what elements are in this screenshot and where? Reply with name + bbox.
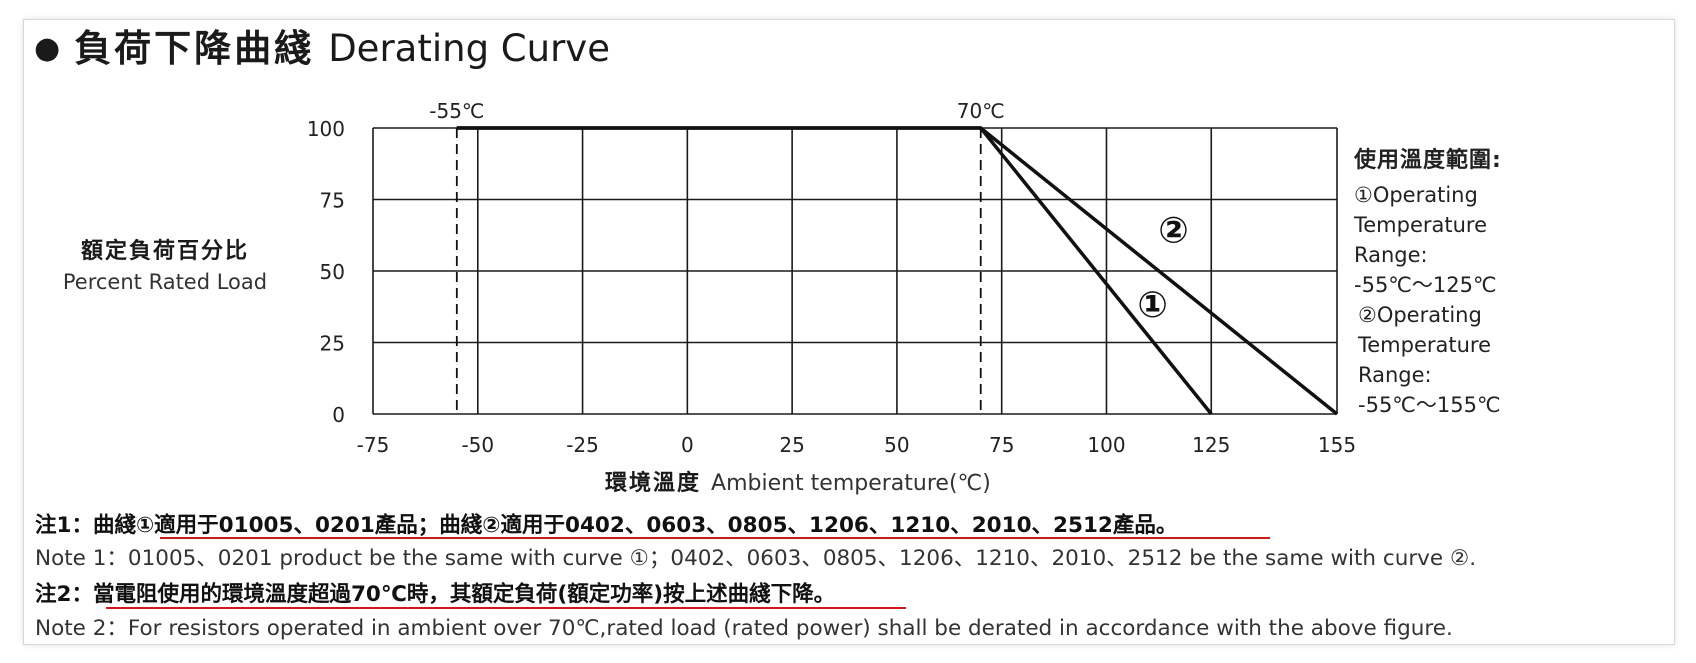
document-frame bbox=[23, 19, 1675, 645]
range-line: -55℃～155℃ bbox=[1358, 393, 1501, 417]
y-tick-label: 75 bbox=[320, 189, 345, 213]
marker-label: 70℃ bbox=[957, 99, 1005, 123]
operating-range-panel: 使用溫度範圍: ①Operating Temperature Range: -5… bbox=[1354, 146, 1502, 420]
x-axis-label-zh: 環境溫度 bbox=[605, 471, 702, 496]
x-tick-label: 75 bbox=[989, 433, 1014, 457]
title-en: Derating Curve bbox=[328, 27, 610, 70]
range-line: Temperature bbox=[1354, 213, 1488, 237]
note-2-en: Note 2：For resistors operated in ambient… bbox=[35, 616, 1453, 641]
note-1-zh: 注1：曲綫①適用于01005、0201產品；曲綫②適用于0402、0603、08… bbox=[35, 513, 1178, 538]
bullet-icon: ● bbox=[34, 31, 61, 66]
x-tick-label: 0 bbox=[681, 433, 694, 457]
y-axis-label-zh: 額定負荷百分比 bbox=[80, 239, 249, 264]
note-2-underline bbox=[106, 607, 906, 609]
y-axis-label: 額定負荷百分比 Percent Rated Load bbox=[35, 237, 295, 297]
x-axis-label-en: Ambient temperature(℃) bbox=[711, 471, 991, 496]
x-tick-label: 125 bbox=[1192, 433, 1230, 457]
series-line bbox=[456, 126, 1339, 416]
range-line: -55℃～125℃ bbox=[1354, 273, 1497, 297]
y-tick-label: 25 bbox=[320, 332, 345, 356]
y-tick-label: 50 bbox=[320, 260, 345, 284]
x-tick-label: -75 bbox=[357, 433, 390, 457]
x-tick-label: 155 bbox=[1318, 433, 1356, 457]
range-line: ①Operating bbox=[1354, 183, 1478, 207]
curve-label: ② bbox=[1158, 210, 1188, 251]
y-axis-label-en: Percent Rated Load bbox=[62, 270, 268, 294]
page-title: ● 負荷下降曲綫 Derating Curve bbox=[34, 30, 610, 67]
x-tick-label: 25 bbox=[779, 433, 804, 457]
y-tick-label: 100 bbox=[307, 117, 345, 141]
x-tick-label: -50 bbox=[461, 433, 494, 457]
y-tick-label: 0 bbox=[332, 403, 345, 427]
x-tick-label: 50 bbox=[884, 433, 909, 457]
note-1-en: Note 1：01005、0201 product be the same wi… bbox=[35, 546, 1477, 571]
range-line: Temperature bbox=[1358, 333, 1492, 357]
x-axis-label: 環境溫度 Ambient temperature(℃) bbox=[605, 465, 991, 497]
curve-label: ① bbox=[1137, 285, 1167, 326]
note-1-underline bbox=[160, 537, 1270, 539]
x-tick-label: 100 bbox=[1087, 433, 1125, 457]
marker-label: -55℃ bbox=[429, 99, 484, 123]
title-zh: 負荷下降曲綫 bbox=[74, 27, 315, 70]
note-2-zh: 注2：當電阻使用的環境溫度超過70℃時，其額定負荷(額定功率)按上述曲綫下降。 bbox=[35, 582, 836, 607]
x-tick-label: -25 bbox=[566, 433, 599, 457]
operating-range-title: 使用溫度範圍: bbox=[1354, 148, 1502, 173]
range-line: ②Operating bbox=[1358, 303, 1482, 327]
range-line: Range: bbox=[1354, 243, 1428, 267]
range-line: Range: bbox=[1358, 363, 1432, 387]
